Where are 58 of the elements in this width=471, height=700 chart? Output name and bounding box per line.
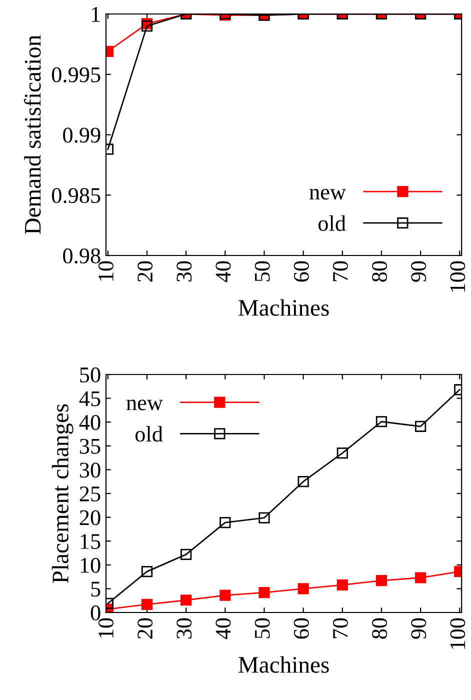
x-tick-label: 60 [294,261,309,282]
point [141,598,153,610]
y-tick-label: 0 [90,605,100,620]
y-tick-label: 30 [80,462,100,478]
y-tick-label: 45 [79,391,100,406]
x-tick-label: 80 [372,618,388,639]
y-tick-label: 5 [91,582,100,597]
x-tick-label: 60 [294,618,309,639]
x-tick-label: 90 [411,261,426,282]
point [376,416,388,428]
point [414,572,426,584]
x-tick-label: 20 [138,261,153,282]
y-tick-label: 1 [92,7,100,22]
point [220,590,231,601]
y-tick-label: 0.995 [52,67,100,82]
x-axis-title: Machines [238,299,329,316]
legend-label: old [318,215,346,231]
x-tick-label: 30 [176,261,192,282]
point [258,512,270,524]
point [220,516,231,528]
y-tick-label: 0.98 [63,248,100,264]
y-axis-title: Demand satisfication [24,35,41,234]
legend-label: new [126,400,163,410]
y-tick-label: 15 [80,534,100,550]
x-tick-label: 80 [372,261,388,282]
x-tick-label: 100 [450,618,466,649]
y-tick-label: 25 [80,486,100,502]
x-axis-title: Machines [238,656,329,673]
legend-label: new [310,188,346,200]
x-tick-label: 70 [332,261,348,282]
y-tick-label: 0.985 [52,188,100,204]
x-tick-label: 70 [332,618,348,638]
x-tick-label: 20 [138,618,153,639]
x-tick-label: 90 [411,618,426,639]
y-tick-label: 0.99 [63,128,100,143]
x-tick-label: 50 [254,618,270,638]
x-tick-label: 30 [176,618,192,639]
point [336,579,348,590]
y-tick-label: 10 [80,558,100,573]
x-tick-label: 40 [216,618,231,640]
y-tick-label: 20 [80,510,100,526]
x-tick-label: 40 [216,261,231,282]
point [298,476,309,488]
point [180,594,192,606]
y-tick-label: 50 [80,367,100,382]
x-tick-label: 100 [450,261,466,292]
point [141,566,153,578]
y-axis-title: Placement changes [52,404,74,583]
point [298,583,309,594]
point [336,447,348,459]
legend-label: old [135,426,163,442]
y-tick-label: 40 [79,415,100,430]
point [258,586,270,598]
x-tick-label: 50 [254,261,270,282]
point [180,548,192,560]
y-tick-label: 35 [80,438,100,454]
point [414,420,426,432]
point [376,575,388,586]
